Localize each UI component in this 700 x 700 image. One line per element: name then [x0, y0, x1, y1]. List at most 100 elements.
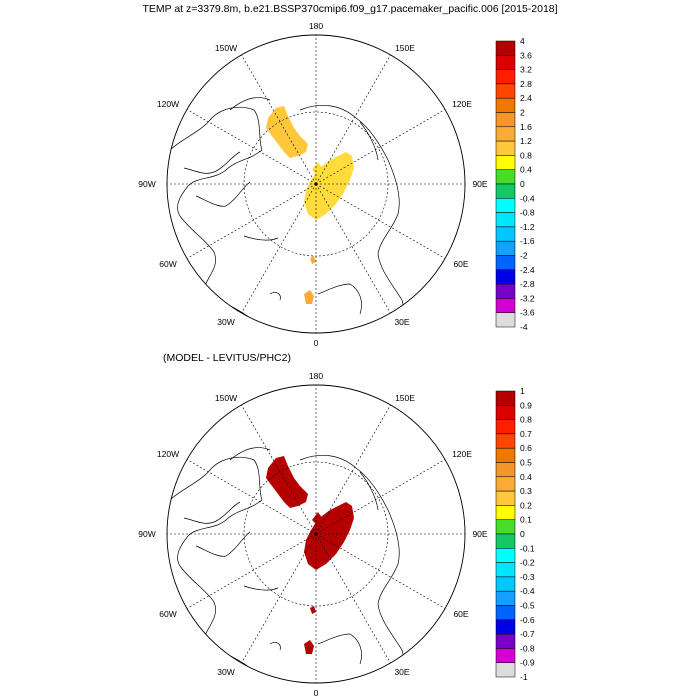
- lon-label-120w: 120W: [157, 449, 179, 459]
- colorbar-swatch: [495, 97, 516, 113]
- colorbar-label: -0.5: [520, 601, 535, 611]
- lon-labels: 180 150W 150E 120W 120E 90W 90E 60W 60E …: [138, 371, 488, 698]
- colorbar-label: 0.4: [520, 165, 532, 175]
- colorbar-label: -0.1: [520, 543, 535, 553]
- lon-label-150e: 150E: [395, 43, 415, 53]
- lon-label-150w: 150W: [215, 393, 237, 403]
- lon-label-120w: 120W: [157, 99, 179, 109]
- colorbar-swatch: [495, 226, 516, 242]
- field-region-b: [304, 152, 354, 220]
- colorbar-label: -3.2: [520, 293, 535, 303]
- colorbar-label: -0.8: [520, 643, 535, 653]
- field-region-c: [312, 512, 322, 526]
- lon-label-60e: 60E: [453, 609, 468, 619]
- colorbar-label: 0.8: [520, 415, 532, 425]
- lon-label-90w: 90W: [138, 529, 155, 539]
- lon-label-150e: 150E: [395, 393, 415, 403]
- colorbar-swatch: [495, 548, 516, 563]
- colorbar-bottom: 1 0.9 0.8 0.7 0.6 0.5 0.4 0.3 0.2 0.1 0 -0.1 -0.2 -0.…: [495, 386, 535, 682]
- colorbar-label: -0.7: [520, 629, 535, 639]
- field-region-a: [266, 456, 308, 508]
- bottom-panel: 180 150W 150E 120W 120E 90W 90E 60W 60E …: [138, 371, 535, 698]
- colorbar-swatch: [495, 255, 516, 271]
- colorbar-swatch: [495, 83, 516, 99]
- lon-label-120e: 120E: [452, 99, 472, 109]
- colorbar-label: 2: [520, 108, 525, 118]
- bottom-map: [167, 385, 465, 683]
- graticule: [167, 35, 465, 333]
- graticule: [167, 385, 465, 683]
- colorbar-label: -2.4: [520, 265, 535, 275]
- lon-label-180: 180: [309, 371, 323, 381]
- colorbar-label: 0: [520, 529, 525, 539]
- map-boundary: [166, 384, 466, 684]
- lon-label-0: 0: [314, 338, 319, 348]
- field-region-e: [304, 290, 314, 304]
- colorbar-swatch: [495, 505, 516, 520]
- colorbar-label: 1: [520, 386, 525, 396]
- colorbar-label: -0.3: [520, 572, 535, 582]
- field-region-b: [304, 502, 354, 570]
- colorbar-swatch: [495, 519, 516, 535]
- colorbar-top: 4 3.6 3.2 2.8 2.4 2 1.6 1.2 0.8 0.4 0 -0.4 -0.8 -1.2 -…: [495, 36, 535, 332]
- colorbar-label: 0.2: [520, 500, 532, 510]
- colorbar-label: -3.6: [520, 308, 535, 318]
- colorbar-label: -0.9: [520, 658, 535, 668]
- top-panel: 180 150W 150E 120W 120E 90W 90E 60W 60E …: [138, 21, 535, 348]
- plot-subtitle: (MODEL - LEVITUS/PHC2): [163, 352, 291, 364]
- colorbar-label: -0.6: [520, 615, 535, 625]
- colorbar-swatch: [495, 112, 516, 128]
- colorbar-swatch: [495, 298, 516, 313]
- colorbar-swatch: [495, 126, 516, 142]
- colorbar-swatch: [495, 405, 516, 420]
- colorbar-label: 2.8: [520, 79, 532, 89]
- colorbar-swatch: [495, 590, 516, 606]
- lon-labels: 180 150W 150E 120W 120E 90W 90E 60W 60E …: [138, 21, 488, 348]
- colorbar-label: 0.5: [520, 458, 532, 468]
- colorbar-swatch: [495, 198, 516, 213]
- colorbar-swatch: [495, 169, 516, 185]
- colorbar-swatch: [495, 212, 516, 228]
- field-region-a: [266, 106, 308, 158]
- lon-label-90e: 90E: [472, 529, 487, 539]
- colorbar-swatch: [495, 648, 516, 663]
- colorbar-swatch: [495, 240, 516, 256]
- colorbar-swatch: [495, 283, 516, 299]
- colorbar-label: -0.4: [520, 586, 535, 596]
- lon-label-90e: 90E: [472, 179, 487, 189]
- colorbar-swatch: [495, 269, 516, 285]
- colorbar-swatch: [495, 155, 516, 170]
- colorbar-label: 4: [520, 36, 525, 46]
- colorbar-swatch: [495, 633, 516, 649]
- lon-label-60w: 60W: [159, 609, 176, 619]
- lon-label-60e: 60E: [453, 259, 468, 269]
- colorbar-label: 0.8: [520, 150, 532, 160]
- map-boundary: [166, 34, 466, 334]
- colorbar-swatch: [495, 183, 516, 199]
- colorbar-swatch: [495, 140, 516, 156]
- lon-label-30e: 30E: [394, 667, 409, 677]
- colorbar-swatch: [495, 490, 516, 506]
- field-region-c: [312, 162, 322, 176]
- colorbar-label: 0.9: [520, 400, 532, 410]
- colorbar-label: 2.4: [520, 93, 532, 103]
- colorbar-swatch: [495, 562, 516, 578]
- colorbar-swatch: [495, 447, 516, 463]
- colorbar-swatch: [495, 619, 516, 635]
- colorbar-label: -2.8: [520, 279, 535, 289]
- colorbar-swatch: [495, 433, 516, 449]
- colorbar-label: 1.6: [520, 122, 532, 132]
- colorbar-label: 0.4: [520, 472, 532, 482]
- lon-label-30w: 30W: [217, 667, 234, 677]
- lon-label-30w: 30W: [217, 317, 234, 327]
- colorbar-label: -2: [520, 251, 528, 261]
- colorbar-label: -1.6: [520, 236, 535, 246]
- colorbar-label: -0.2: [520, 558, 535, 568]
- colorbar-label: 0: [520, 179, 525, 189]
- colorbar-swatch: [495, 312, 516, 328]
- colorbar-label: 0.7: [520, 429, 532, 439]
- colorbar-swatch: [495, 462, 516, 478]
- colorbar-swatch: [495, 476, 516, 492]
- field-region-d: [310, 606, 316, 614]
- colorbar-swatch: [495, 55, 516, 70]
